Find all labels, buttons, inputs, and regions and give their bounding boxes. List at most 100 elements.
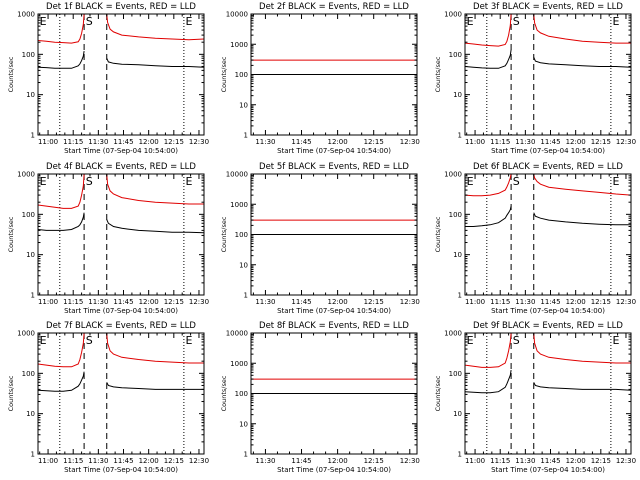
x-tick-label: 12:15 [591,298,611,306]
x-tick-label: 11:00 [38,138,58,146]
y-tick-label: 100 [235,71,248,79]
x-tick-label: 11:45 [291,138,311,146]
panel-det-5: Det 5f BLACK = Events, RED = LLD 1 10 100 10… [220,162,420,315]
panel-title: Det 4f BLACK = Events, RED = LLD [46,162,196,172]
y-tick-label: 1000 [17,11,35,19]
panel-title: Det 9f BLACK = Events, RED = LLD [473,321,623,331]
y-axis-title: Counts/sec [7,56,15,92]
y-tick-label: 10000 [226,11,248,19]
y-tick-label: 1000 [230,201,248,209]
y-tick-label: 1 [458,132,462,140]
marker-label: E [40,15,47,28]
x-tick-label: 12:30 [189,457,209,465]
x-tick-label: 12:15 [364,138,384,146]
x-tick-label: 11:45 [113,298,133,306]
y-tick-label: 1000 [230,360,248,368]
plot-frame [464,13,632,136]
y-tick-label: 100 [235,390,248,398]
x-tick-label: 11:15 [63,298,83,306]
x-tick-label: 11:30 [255,138,275,146]
marker-label: S [513,175,520,188]
marker-label: E [40,175,47,188]
x-tick-label: 11:30 [88,298,108,306]
x-tick-label: 11:45 [540,138,560,146]
x-tick-label: 11:15 [490,457,510,465]
y-tick-label: 1000 [17,330,35,338]
marker-label: E [186,334,193,347]
series-line-events [533,212,631,226]
marker-label: E [467,175,474,188]
series-line-lld [106,333,204,364]
series-line-events [38,51,85,69]
marker-label: E [613,334,620,347]
y-tick-label: 10 [239,420,248,428]
y-tick-label: 10 [239,261,248,269]
y-tick-label: 100 [235,231,248,239]
y-axis-title: Counts/sec [434,216,442,252]
series-line-events [106,57,204,68]
x-tick-label: 12:30 [400,298,420,306]
x-tick-label: 12:15 [164,138,184,146]
x-tick-label: 12:00 [139,457,159,465]
series-line-lld [106,174,204,205]
x-axis-title: Start Time (07-Sep-04 10:54:00) [64,466,178,474]
y-tick-label: 100 [449,51,462,59]
panel-title: Det 1f BLACK = Events, RED = LLD [46,2,196,12]
series-line-events [533,57,631,68]
y-tick-label: 100 [22,370,35,378]
y-axis-title: Counts/sec [434,56,442,92]
y-tick-label: 10000 [226,171,248,179]
x-axis-title: Start Time (07-Sep-04 10:54:00) [491,307,605,315]
panel-det-7: Det 7f BLACK = Events, RED = LLD E S E 1 10 10… [7,321,209,474]
x-tick-label: 12:00 [139,138,159,146]
x-tick-label: 12:15 [364,298,384,306]
x-tick-label: 12:00 [139,298,159,306]
series-line-events [38,212,85,231]
x-tick-label: 11:30 [88,138,108,146]
panel-det-2: Det 2f BLACK = Events, RED = LLD 1 10 100 10… [220,2,420,155]
panel-det-1: Det 1f BLACK = Events, RED = LLD E S E 1 10 10… [7,2,209,155]
marker-label: E [186,175,193,188]
y-tick-label: 10 [26,251,35,259]
panel-title: Det 2f BLACK = Events, RED = LLD [259,2,409,12]
x-axis-title: Start Time (07-Sep-04 10:54:00) [64,307,178,315]
series-line-lld [38,333,85,368]
y-tick-label: 1000 [444,171,462,179]
x-tick-label: 11:45 [113,457,133,465]
x-tick-label: 12:30 [400,457,420,465]
y-tick-label: 1 [31,132,35,140]
x-tick-label: 12:15 [591,138,611,146]
x-tick-label: 12:30 [189,138,209,146]
y-tick-label: 100 [449,211,462,219]
plot-frame [37,332,205,455]
panel-det-6: Det 6f BLACK = Events, RED = LLD E S E 1 10 10… [434,162,636,315]
series-line-lld [38,174,85,209]
x-tick-label: 11:30 [515,298,535,306]
x-tick-label: 11:30 [255,298,275,306]
x-tick-label: 12:30 [616,138,636,146]
y-tick-label: 1 [244,132,248,140]
series-line-lld [533,14,631,44]
y-tick-label: 1000 [230,41,248,49]
y-tick-label: 10 [453,91,462,99]
panel-det-9: Det 9f BLACK = Events, RED = LLD E S E 1 10 10… [434,321,636,474]
plot-frame [464,173,632,296]
y-tick-label: 100 [449,370,462,378]
x-tick-label: 11:45 [291,457,311,465]
marker-label: S [513,15,520,28]
marker-label: S [513,334,520,347]
panel-det-4: Det 4f BLACK = Events, RED = LLD E S E 1 10 10… [7,162,209,315]
x-tick-label: 12:30 [400,138,420,146]
marker-label: E [467,334,474,347]
x-axis-title: Start Time (07-Sep-04 10:54:00) [277,307,391,315]
x-axis-title: Start Time (07-Sep-04 10:54:00) [491,466,605,474]
series-line-lld [533,174,631,196]
y-tick-label: 10 [26,410,35,418]
y-axis-title: Counts/sec [220,56,228,92]
x-tick-label: 12:15 [164,298,184,306]
x-tick-label: 11:00 [38,298,58,306]
y-tick-label: 1000 [444,330,462,338]
x-tick-label: 12:00 [566,138,586,146]
y-tick-label: 1000 [17,171,35,179]
x-tick-label: 11:15 [63,457,83,465]
